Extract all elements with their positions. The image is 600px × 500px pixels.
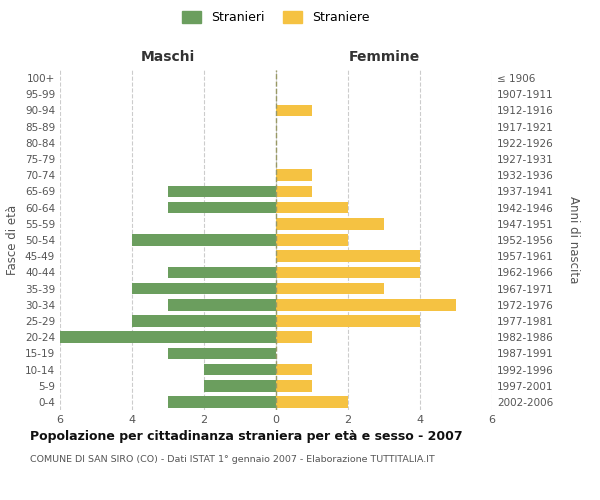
Bar <box>276 315 420 327</box>
Bar <box>132 315 276 327</box>
Text: COMUNE DI SAN SIRO (CO) - Dati ISTAT 1° gennaio 2007 - Elaborazione TUTTITALIA.I: COMUNE DI SAN SIRO (CO) - Dati ISTAT 1° … <box>30 455 435 464</box>
Y-axis label: Anni di nascita: Anni di nascita <box>568 196 581 284</box>
Bar <box>168 266 276 278</box>
Bar <box>276 104 312 117</box>
Bar <box>276 250 420 262</box>
Bar <box>60 332 276 343</box>
Y-axis label: Fasce di età: Fasce di età <box>7 205 19 275</box>
Bar <box>276 202 348 213</box>
Bar <box>276 218 384 230</box>
Bar <box>132 234 276 246</box>
Bar <box>276 364 312 376</box>
Text: Femmine: Femmine <box>349 50 419 64</box>
Bar <box>276 266 420 278</box>
Bar <box>276 299 456 310</box>
Bar <box>276 332 312 343</box>
Bar <box>204 380 276 392</box>
Bar <box>168 299 276 310</box>
Text: Maschi: Maschi <box>141 50 195 64</box>
Bar <box>204 364 276 376</box>
Bar <box>276 396 348 407</box>
Bar <box>168 396 276 407</box>
Bar <box>276 380 312 392</box>
Bar <box>276 170 312 181</box>
Bar <box>132 282 276 294</box>
Bar <box>168 202 276 213</box>
Text: Popolazione per cittadinanza straniera per età e sesso - 2007: Popolazione per cittadinanza straniera p… <box>30 430 463 443</box>
Bar <box>168 348 276 359</box>
Legend: Stranieri, Straniere: Stranieri, Straniere <box>182 11 370 24</box>
Bar <box>276 282 384 294</box>
Bar <box>276 186 312 198</box>
Bar <box>276 234 348 246</box>
Bar <box>168 186 276 198</box>
